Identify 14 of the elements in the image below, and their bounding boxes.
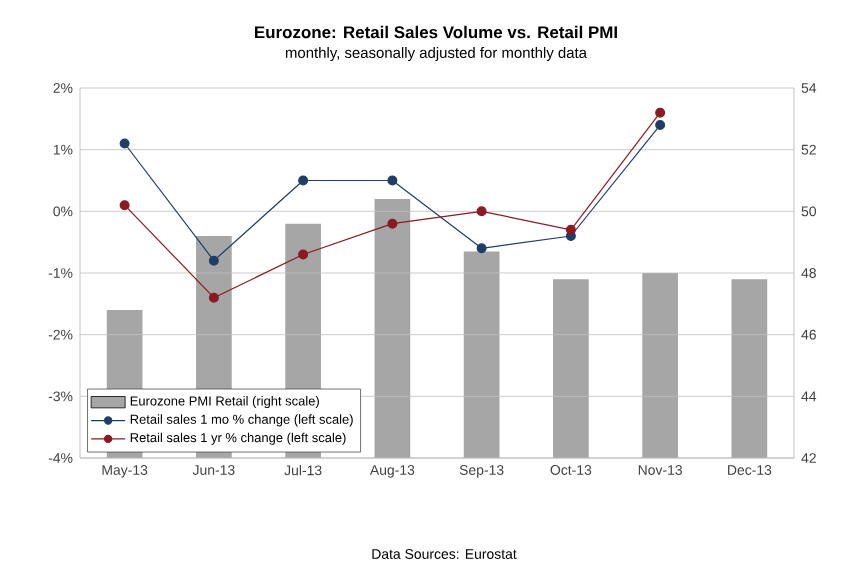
chart-title: Eurozone: Retail Sales Volume vs. Retail PMI — [255, 25, 617, 39]
point — [298, 249, 309, 260]
point — [387, 218, 398, 229]
point — [565, 224, 576, 235]
point — [655, 120, 666, 130]
point — [208, 255, 219, 266]
point — [119, 138, 130, 149]
point — [655, 107, 666, 118]
point — [208, 292, 219, 303]
point — [476, 206, 487, 217]
point — [298, 175, 309, 186]
point — [476, 243, 487, 254]
point — [119, 200, 130, 211]
point — [387, 175, 398, 186]
